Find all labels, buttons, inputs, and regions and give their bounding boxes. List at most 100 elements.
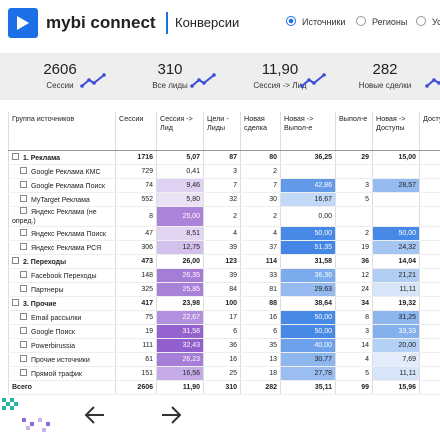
kpi-label: Сессии xyxy=(46,81,74,90)
cell-value: 33 xyxy=(269,272,277,279)
cell: 81 xyxy=(240,282,281,297)
cell: 114 xyxy=(240,254,281,269)
cell: 8 xyxy=(335,310,373,325)
cell-value: 12,75 xyxy=(182,244,200,251)
expand-icon[interactable] xyxy=(20,368,27,376)
cell: 151 xyxy=(115,366,157,381)
expand-icon[interactable] xyxy=(20,270,27,278)
radio-option[interactable]: Регионы xyxy=(356,16,407,27)
cell: 84 xyxy=(203,282,241,297)
cell-value: 7 xyxy=(273,182,277,189)
cell: 0,41 xyxy=(156,164,204,179)
expand-icon[interactable] xyxy=(12,256,19,264)
sparkline-icon xyxy=(80,73,106,88)
expand-icon[interactable] xyxy=(20,228,27,236)
expand-icon[interactable] xyxy=(20,194,27,202)
expand-icon[interactable] xyxy=(20,242,27,250)
cell-value: 40,00 xyxy=(314,342,332,349)
cell-value: 16 xyxy=(229,356,237,363)
cell-value: 51,35 xyxy=(314,244,332,251)
cell: 100 xyxy=(203,296,241,311)
expand-icon[interactable] xyxy=(20,312,27,320)
radio-option[interactable]: Ус xyxy=(416,16,440,27)
cell-value: 18 xyxy=(269,370,277,377)
cell-value: 100 xyxy=(225,300,237,307)
expand-icon[interactable] xyxy=(20,354,27,362)
cell: 417 xyxy=(115,296,157,311)
cell-value: 42,86 xyxy=(314,182,332,189)
cell: 2 xyxy=(240,164,281,179)
cell-value: 35 xyxy=(269,342,277,349)
empty-cell xyxy=(280,164,336,179)
table-row: Email рассылки7522,67171650,00831,25510,… xyxy=(8,310,440,325)
cell-value: 26,35 xyxy=(182,272,200,279)
cell-value: 0,00 xyxy=(318,213,332,220)
cell-value: 4 xyxy=(233,230,237,237)
column-header: Новая -> Выпол-е xyxy=(280,112,336,151)
next-arrow[interactable] xyxy=(162,406,182,424)
cell: 729 xyxy=(115,164,157,179)
cell-value: 36,25 xyxy=(314,154,332,161)
header: mybi connect Конверсии Источники Регионы… xyxy=(0,0,440,48)
cell-value: 7,69 xyxy=(402,356,416,363)
row-label: Всего xyxy=(8,380,116,395)
cell-value: 84 xyxy=(229,286,237,293)
cell-value: 33,33 xyxy=(398,328,416,335)
cell-value: 15,96 xyxy=(398,384,416,391)
group-name: Email рассылки xyxy=(31,314,82,322)
cell: 36 xyxy=(335,254,373,269)
cell: 21,21 xyxy=(372,268,420,283)
cell: 24 xyxy=(335,282,373,297)
empty-cell xyxy=(335,206,373,227)
prev-arrow[interactable] xyxy=(84,406,104,424)
empty-cell xyxy=(372,192,420,207)
cell-value: 5 xyxy=(365,370,369,377)
cell-value: 2 xyxy=(273,168,277,175)
expand-icon[interactable] xyxy=(20,207,27,214)
group-name: Прочие источники xyxy=(31,356,90,364)
cell: 33 xyxy=(240,268,281,283)
expand-icon[interactable] xyxy=(20,166,27,174)
cell-value: 306 xyxy=(141,244,153,251)
expand-icon[interactable] xyxy=(12,298,19,306)
cell-value: 81 xyxy=(269,286,277,293)
column-header: Сессии xyxy=(115,112,157,151)
expand-icon[interactable] xyxy=(20,340,27,348)
logo-text: mybi connect xyxy=(46,13,156,32)
cell-value: 29 xyxy=(361,154,369,161)
table-row: Google Реклама Поиск 74 9,46 7 7 42,86 3 28,572… xyxy=(8,178,440,193)
expand-icon[interactable] xyxy=(20,284,27,292)
expand-icon[interactable] xyxy=(20,326,27,334)
cell-value: 148 xyxy=(141,272,153,279)
kpi-label: Новые сделки xyxy=(358,81,412,90)
cell: 8 xyxy=(115,206,157,227)
expand-icon[interactable] xyxy=(12,152,19,160)
cell: 30 xyxy=(240,192,281,207)
cell: 7 xyxy=(203,178,241,193)
kpi-label: Все лиды xyxy=(152,81,188,90)
cell-value: 14 xyxy=(361,342,369,349)
cell: 3 xyxy=(335,178,373,193)
cell: 16,67 xyxy=(280,192,336,207)
cell-value: 36,36 xyxy=(314,272,332,279)
cell: 15,96 xyxy=(372,380,420,395)
cell-value: 114 xyxy=(265,258,277,265)
cell-value: 75 xyxy=(145,314,153,321)
cell-value: 74 xyxy=(145,182,153,189)
cell: 39 xyxy=(203,268,241,283)
cell: 148 xyxy=(115,268,157,283)
cell: 11,11 xyxy=(372,366,420,381)
cell: 50,00 xyxy=(280,310,336,325)
group-name: 3. Прочие xyxy=(23,300,57,308)
table-row: Яндекс Реклама Поиск478,514450,00250,001… xyxy=(8,226,440,241)
page-title: Конверсии xyxy=(175,15,240,30)
cell-value: 5,07 xyxy=(186,154,200,161)
cell-value: 36 xyxy=(361,258,369,265)
empty-cell xyxy=(419,206,440,227)
radio-option[interactable]: Источники xyxy=(286,16,345,27)
row-label: 3. Прочие xyxy=(8,296,116,311)
cell-value: 34 xyxy=(361,300,369,307)
expand-icon[interactable] xyxy=(20,180,27,188)
cell-value: 61 xyxy=(145,356,153,363)
